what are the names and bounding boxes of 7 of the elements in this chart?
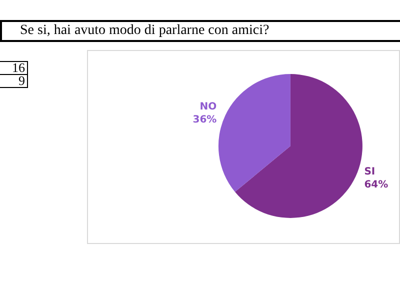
slice-label: NO <box>200 102 217 113</box>
data-label: 36% <box>192 114 217 126</box>
text: 16 <box>0 60 28 75</box>
chart-title: Se si, hai avuto modo di parlarne con amici? <box>0 20 400 42</box>
slice-label: SI <box>364 166 376 178</box>
text: 9 <box>0 73 28 88</box>
data-label: 64% <box>364 179 388 190</box>
